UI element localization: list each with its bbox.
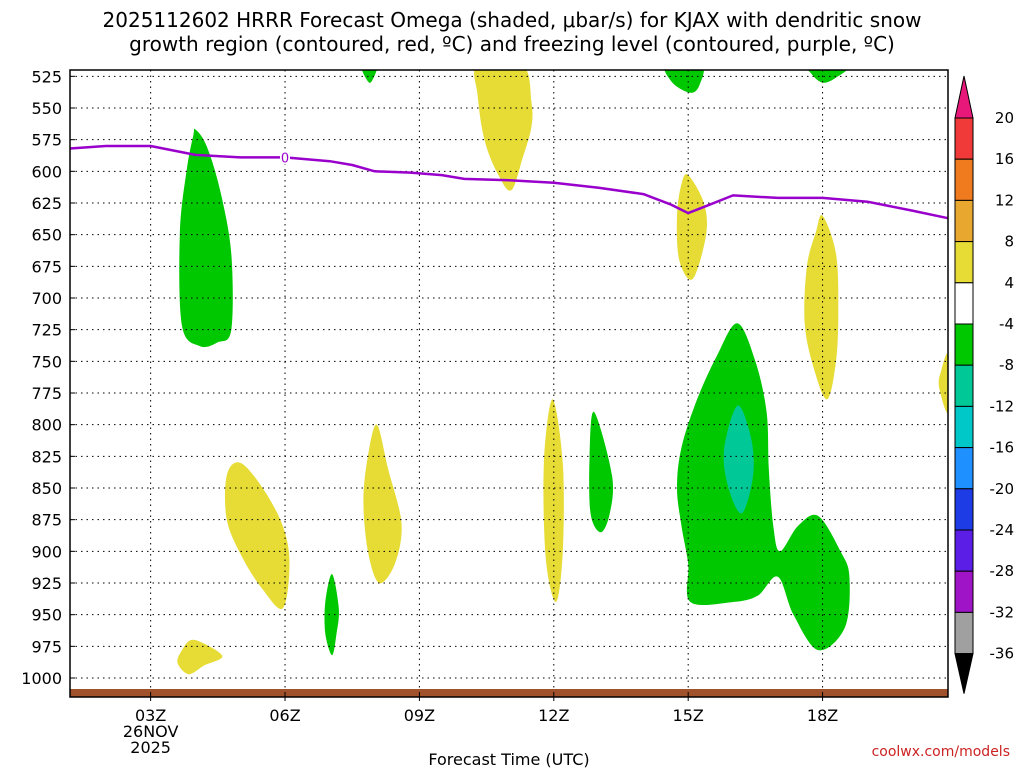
y-tick-label: 1000	[21, 669, 62, 688]
y-tick-label: 725	[31, 321, 62, 340]
omega-region-10	[224, 462, 290, 610]
colorbar-segment	[954, 488, 974, 531]
y-tick-label: 900	[31, 542, 62, 561]
colorbar-label: -8	[999, 356, 1014, 374]
colorbar-segment	[954, 117, 974, 160]
x-tick-label: 06Z	[269, 706, 300, 725]
y-tick-label: 850	[31, 479, 62, 498]
y-tick-label: 625	[31, 194, 62, 213]
freezing-level-label-bg	[280, 150, 291, 165]
colorbar: 20 16 12 8 4 -4 -8 -12 -16 -20 -24 -28 -32 -36	[954, 75, 1015, 694]
colorbar-segment	[954, 405, 974, 449]
omega-region-14	[324, 574, 339, 656]
omega-region-8	[677, 323, 850, 651]
omega-region-6	[804, 215, 839, 400]
x-tick-label: 09Z	[404, 706, 435, 725]
y-tick-label: 525	[31, 67, 62, 86]
x-tick-label: 15Z	[673, 706, 704, 725]
omega-region-11	[363, 424, 402, 584]
chart-title-line2: growth region (contoured, red, ºC) and f…	[129, 32, 895, 56]
freezing-level-contour: 0	[69, 144, 949, 220]
y-tick-label: 675	[31, 257, 62, 276]
colorbar-label: -4	[999, 315, 1014, 333]
colorbar-segment	[954, 241, 974, 284]
colorbar-segment	[954, 529, 974, 572]
y-axis: 525 550 575 600 625 650 675 700 725 750 775 800 825 8…	[21, 67, 75, 688]
omega-region-5	[676, 174, 708, 280]
colorbar-top-arrow	[954, 75, 974, 119]
y-tick-label: 925	[31, 574, 62, 593]
x-tick-sublabel-date: 26NOV	[123, 722, 179, 741]
y-tick-label: 700	[31, 289, 62, 308]
colorbar-label: -32	[990, 603, 1015, 621]
y-tick-label: 800	[31, 416, 62, 435]
omega-region-0	[474, 70, 533, 191]
colorbar-segment	[954, 611, 974, 655]
colorbar-segment	[954, 199, 974, 243]
omega-region-7	[938, 353, 948, 413]
omega-region-9	[723, 405, 754, 514]
y-tick-label: 650	[31, 226, 62, 245]
x-tick-label: 12Z	[538, 706, 569, 725]
omega-shading	[177, 70, 948, 675]
colorbar-label: 12	[995, 191, 1014, 209]
ground-strip	[70, 689, 948, 697]
chart-title-line1: 2025112602 HRRR Forecast Omega (shaded, …	[102, 8, 922, 32]
y-tick-label: 550	[31, 99, 62, 118]
colorbar-label: 4	[1004, 274, 1014, 292]
omega-region-2	[361, 70, 377, 83]
freezing-level-line	[69, 144, 949, 220]
omega-region-13	[589, 411, 614, 533]
colorbar-label: 16	[995, 150, 1014, 168]
colorbar-label: -24	[990, 521, 1015, 539]
colorbar-label: -12	[990, 397, 1015, 415]
y-tick-label: 750	[31, 352, 62, 371]
y-tick-label: 975	[31, 637, 62, 656]
colorbar-segment	[954, 158, 974, 201]
y-tick-label: 875	[31, 511, 62, 530]
freezing-level-label: 0	[281, 151, 289, 166]
colorbar-label: -36	[990, 645, 1015, 663]
credit-text: coolwx.com/models	[871, 744, 1010, 760]
x-tick-label: 03Z	[135, 706, 166, 725]
omega-region-1	[179, 128, 233, 348]
x-tick-label: 18Z	[807, 706, 838, 725]
colorbar-label: 8	[1004, 233, 1014, 251]
y-tick-label: 575	[31, 131, 62, 150]
colorbar-segment	[954, 570, 974, 613]
chart-title: 2025112602 HRRR Forecast Omega (shaded, …	[0, 8, 1024, 56]
omega-region-15	[177, 639, 223, 675]
plot-frame	[69, 69, 949, 698]
omega-region-3	[664, 70, 704, 93]
y-tick-label: 950	[31, 606, 62, 625]
omega-region-4	[807, 70, 848, 83]
colorbar-segment	[954, 323, 974, 366]
colorbar-segment	[954, 447, 974, 490]
colorbar-label: -28	[990, 562, 1015, 580]
colorbar-label: -20	[990, 480, 1015, 498]
x-tick-sublabel-year: 2025	[130, 738, 171, 757]
y-tick-label: 825	[31, 447, 62, 466]
colorbar-segment	[954, 364, 974, 407]
colorbar-bottom-arrow	[954, 653, 974, 694]
colorbar-segment	[954, 282, 974, 325]
y-tick-label: 600	[31, 162, 62, 181]
x-axis-label: Forecast Time (UTC)	[428, 750, 589, 768]
y-tick-label: 775	[31, 384, 62, 403]
colorbar-label: 20	[995, 109, 1014, 127]
colorbar-label: -16	[990, 439, 1015, 457]
